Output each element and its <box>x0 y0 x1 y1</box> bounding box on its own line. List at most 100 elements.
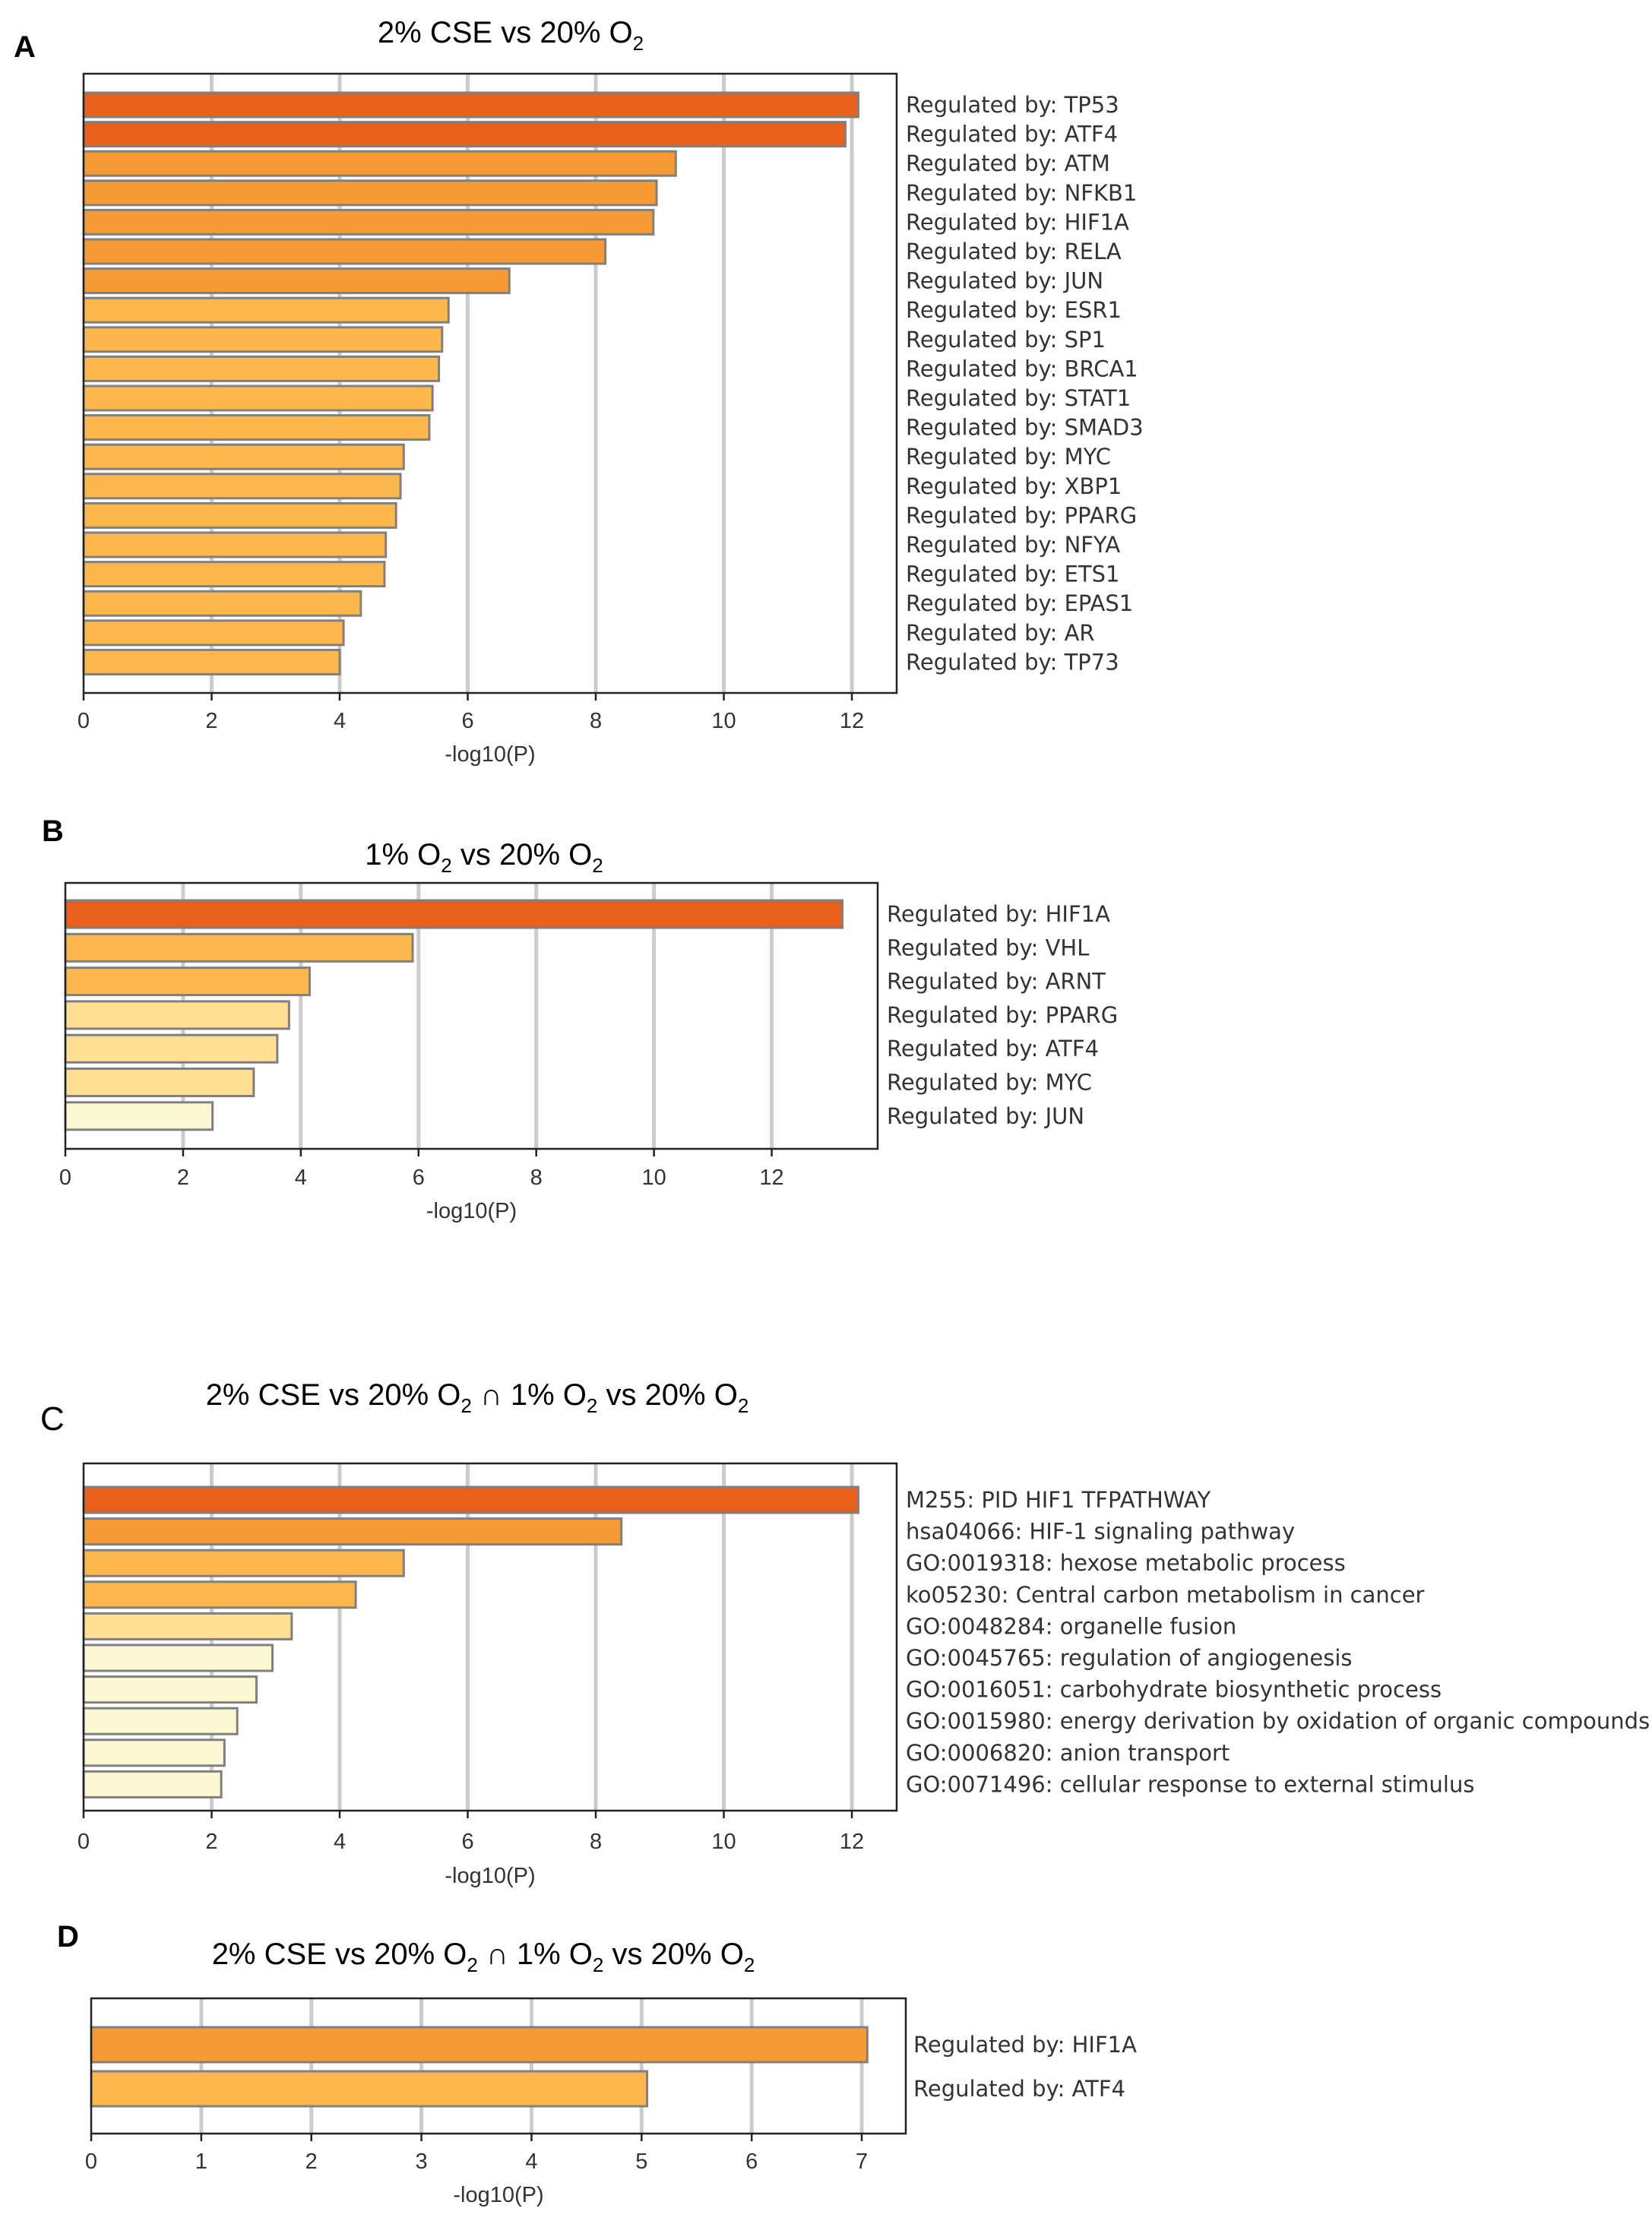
tick-label: 2 <box>205 709 217 733</box>
tick-label: 2 <box>205 1830 217 1854</box>
category-label: Regulated by: PPARG <box>887 1002 1118 1028</box>
category-label: Regulated by: TP73 <box>906 649 1119 675</box>
category-label: ko05230: Central carbon metabolism in ca… <box>906 1582 1425 1608</box>
category-label: Regulated by: NFYA <box>906 532 1120 558</box>
bar <box>82 296 450 324</box>
panel-letter: C <box>40 1400 65 1438</box>
category-label: GO:0016051: carbohydrate biosynthetic pr… <box>906 1677 1442 1703</box>
bar <box>82 1549 405 1577</box>
bar <box>82 1580 357 1609</box>
bar <box>82 355 441 382</box>
category-label: Regulated by: TP53 <box>906 92 1119 118</box>
bar <box>82 1707 239 1735</box>
bar <box>82 267 511 295</box>
tick-label: 0 <box>78 1830 90 1854</box>
category-label: Regulated by: HIF1A <box>906 209 1129 235</box>
category-label: Regulated by: SMAD3 <box>906 415 1144 441</box>
panel-letter: B <box>42 815 64 848</box>
tick-label: 8 <box>590 1830 602 1854</box>
category-label: GO:0048284: organelle fusion <box>906 1613 1236 1639</box>
bar <box>82 443 405 470</box>
bar <box>64 1068 255 1097</box>
bar <box>82 238 607 265</box>
bar <box>82 501 397 529</box>
bar <box>82 179 658 207</box>
category-label: Regulated by: ETS1 <box>906 562 1120 587</box>
bar <box>82 531 388 558</box>
bar <box>82 1643 274 1672</box>
x-axis-label: -log10(P) <box>445 1864 535 1888</box>
bar <box>64 899 844 929</box>
category-label: Regulated by: ATF4 <box>913 2076 1125 2102</box>
category-label: Regulated by: ATF4 <box>887 1036 1099 1061</box>
bar <box>64 1033 279 1064</box>
bar <box>82 590 362 617</box>
tick-label: 4 <box>295 1166 307 1190</box>
category-label: GO:0006820: anion transport <box>906 1740 1230 1766</box>
chart-title: 2% CSE vs 20% O2 <box>378 16 644 55</box>
bar <box>82 1738 226 1767</box>
category-label: M255: PID HIF1 TFPATHWAY <box>906 1487 1211 1513</box>
bar <box>82 648 341 675</box>
category-label: Regulated by: VHL <box>887 935 1089 960</box>
category-label: GO:0071496: cellular response to externa… <box>906 1771 1474 1797</box>
panel-letter: A <box>14 30 36 64</box>
tick-label: 6 <box>461 1830 473 1854</box>
bar <box>82 326 444 353</box>
bar <box>82 1485 859 1514</box>
tick-label: 10 <box>711 709 736 733</box>
plot-frame <box>82 1462 898 1812</box>
tick-label: 4 <box>334 709 346 733</box>
panel-letter: D <box>57 1920 79 1954</box>
tick-label: 10 <box>642 1166 666 1190</box>
bar <box>64 1000 290 1030</box>
category-label: hsa04066: HIF-1 signaling pathway <box>906 1519 1295 1545</box>
bar <box>90 2026 869 2064</box>
bar <box>82 1675 258 1704</box>
bar <box>64 932 414 963</box>
bar <box>82 1612 293 1640</box>
tick-label: 5 <box>635 2150 647 2174</box>
bar <box>64 1101 214 1131</box>
plot-frame <box>64 881 879 1150</box>
tick-label: 1 <box>195 2150 207 2174</box>
bar <box>82 384 434 412</box>
plot-frame <box>90 1997 907 2135</box>
category-label: Regulated by: HIF1A <box>913 2032 1137 2058</box>
category-label: Regulated by: MYC <box>906 444 1111 470</box>
tick-label: 8 <box>590 709 602 733</box>
category-label: GO:0019318: hexose metabolic process <box>906 1550 1346 1576</box>
category-label: Regulated by: JUN <box>906 268 1103 294</box>
category-label: Regulated by: BRCA1 <box>906 356 1138 381</box>
category-label: Regulated by: ATF4 <box>906 122 1118 147</box>
category-label: Regulated by: SP1 <box>906 327 1106 353</box>
tick-label: 0 <box>85 2150 97 2174</box>
tick-label: 8 <box>530 1166 543 1190</box>
category-label: Regulated by: ATM <box>906 150 1110 176</box>
bar <box>82 619 345 647</box>
bar <box>90 2070 649 2108</box>
panel-b: B 1% O2 vs 20% O2 Regulated by: HIF1A Regul… <box>42 815 1118 1223</box>
bar <box>82 208 655 236</box>
tick-label: 2 <box>177 1166 189 1190</box>
x-axis-label: -log10(P) <box>445 742 535 767</box>
panel-c: C 2% CSE vs 20% O2 ∩ 1% O2 vs 20% O2 M255:… <box>40 1378 1650 1888</box>
tick-label: 3 <box>416 2150 428 2174</box>
category-label: Regulated by: RELA <box>906 239 1122 264</box>
bar <box>82 1517 623 1546</box>
tick-label: 10 <box>711 1830 736 1854</box>
bar <box>82 1770 223 1798</box>
bar <box>82 561 386 588</box>
category-label: Regulated by: AR <box>906 620 1095 646</box>
tick-label: 6 <box>461 709 473 733</box>
tick-label: 6 <box>745 2150 758 2174</box>
x-axis-label: -log10(P) <box>426 1199 517 1223</box>
chart-title: 2% CSE vs 20% O2 ∩ 1% O2 vs 20% O2 <box>212 1938 755 1976</box>
category-label: Regulated by: ESR1 <box>906 297 1122 323</box>
tick-label: 12 <box>759 1166 783 1190</box>
tick-label: 0 <box>59 1166 71 1190</box>
category-label: Regulated by: XBP1 <box>906 473 1122 499</box>
tick-label: 12 <box>840 709 864 733</box>
category-label: Regulated by: EPAS1 <box>906 590 1133 616</box>
